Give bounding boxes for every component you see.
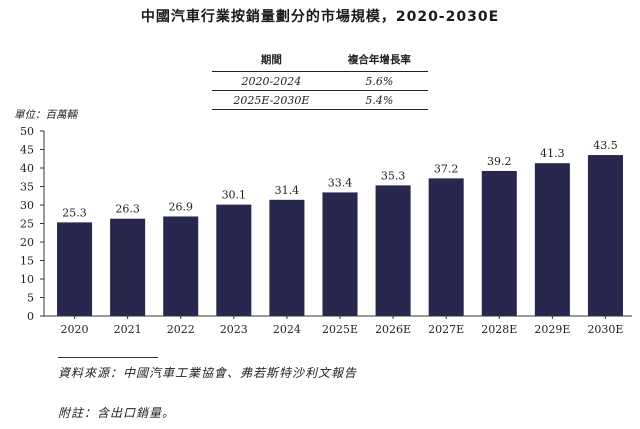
x-tick-label: 2029E — [534, 323, 570, 336]
cagr-table-row: 2020-2024 5.6% — [212, 71, 428, 91]
bar — [163, 216, 199, 316]
y-tick-label: 15 — [20, 255, 34, 268]
y-unit-label: 單位：百萬輛 — [14, 109, 79, 121]
data-label: 35.3 — [381, 169, 406, 182]
x-tick-label: 2030E — [587, 323, 623, 336]
y-tick-label: 35 — [20, 181, 34, 194]
bar — [534, 163, 570, 316]
y-tick-label: 0 — [27, 310, 34, 323]
data-label: 33.4 — [328, 176, 353, 189]
cagr-table-header: 期間 複合年增長率 — [212, 50, 428, 72]
x-tick-label: 2023 — [220, 323, 248, 336]
cagr-rate: 5.4% — [330, 90, 428, 110]
cagr-table-row: 2025E-2030E 5.4% — [212, 90, 428, 110]
bar — [587, 155, 623, 316]
y-tick-label: 20 — [20, 236, 34, 249]
data-label: 26.9 — [168, 200, 193, 213]
bar — [57, 222, 93, 316]
data-label: 30.1 — [222, 189, 247, 202]
y-tick-label: 30 — [20, 199, 34, 212]
x-tick-label: 2022 — [167, 323, 195, 336]
x-tick-label: 2024 — [273, 323, 301, 336]
cagr-header-period: 期間 — [212, 50, 331, 72]
cagr-period: 2020-2024 — [212, 71, 331, 91]
y-tick-label: 50 — [20, 125, 34, 138]
x-tick-label: 2027E — [428, 323, 464, 336]
x-tick-label: 2028E — [481, 323, 517, 336]
y-tick-label: 25 — [20, 218, 34, 231]
y-tick-label: 40 — [20, 162, 34, 175]
cagr-period: 2025E-2030E — [212, 90, 331, 110]
data-label: 25.3 — [62, 206, 87, 219]
bar — [428, 178, 464, 316]
x-tick-label: 2021 — [114, 323, 142, 336]
source-note: 資料來源：中國汽車工業協會、弗若斯特沙利文報告 — [58, 366, 358, 380]
bar — [375, 185, 411, 316]
bar — [216, 204, 252, 316]
y-tick-label: 10 — [20, 273, 34, 286]
cagr-rate: 5.6% — [330, 71, 428, 91]
data-label: 39.2 — [487, 155, 512, 168]
data-label: 43.5 — [593, 139, 618, 152]
cagr-table: 期間 複合年增長率 2020-2024 5.6% 2025E-2030E 5.4… — [212, 50, 428, 110]
data-label: 37.2 — [434, 162, 459, 175]
chart-title: 中國汽車行業按銷量劃分的市場規模，2020-2030E — [140, 9, 500, 25]
bar-chart: 單位：百萬輛 0 5 10 15 20 25 30 35 40 45 50 25.3 2020 26.3 20… — [14, 109, 632, 336]
bar — [322, 192, 358, 316]
y-tick-label: 45 — [20, 144, 34, 157]
bar — [481, 170, 517, 316]
x-tick-label: 2020 — [61, 323, 89, 336]
data-label: 31.4 — [275, 184, 300, 197]
bar — [269, 199, 305, 316]
cagr-header-rate: 複合年增長率 — [330, 50, 428, 72]
bar — [110, 218, 146, 316]
footnote-divider — [58, 357, 158, 358]
footnote: 附註：含出口銷量。 — [58, 406, 176, 420]
data-label: 26.3 — [115, 203, 140, 216]
x-tick-label: 2026E — [375, 323, 411, 336]
x-tick-label: 2025E — [322, 323, 358, 336]
data-label: 41.3 — [540, 147, 565, 160]
y-tick-label: 5 — [27, 292, 34, 305]
